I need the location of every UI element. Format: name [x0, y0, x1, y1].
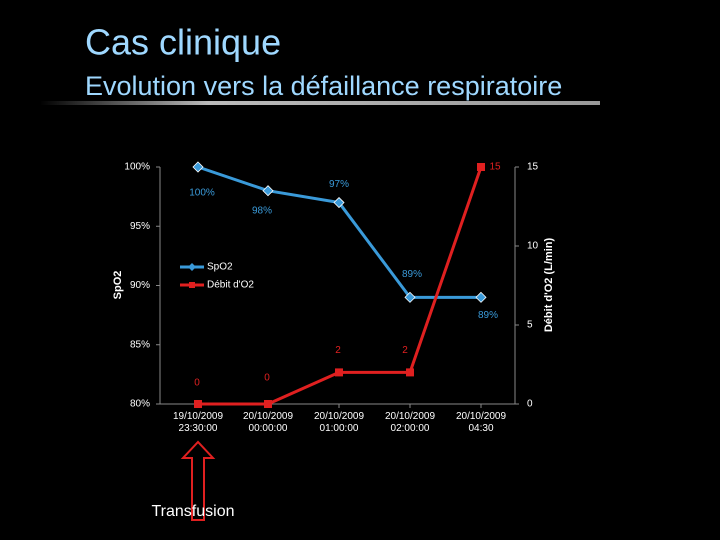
- data-label: 2: [402, 345, 408, 356]
- y-tick-label: 85%: [130, 339, 150, 350]
- title-underline: [40, 101, 600, 105]
- x-tick-line: 20/10/2009: [314, 411, 364, 422]
- data-label: 97%: [329, 179, 349, 190]
- data-label: 2: [335, 345, 341, 356]
- y-tick-label: 80%: [130, 399, 150, 410]
- y2-tick-label: 15: [527, 162, 539, 173]
- y2-tick-label: 0: [527, 399, 533, 410]
- point: [192, 161, 204, 173]
- x-tick-line: 20/10/2009: [456, 411, 506, 422]
- data-label: 98%: [252, 205, 272, 216]
- y-axis-label: SpO2: [112, 271, 124, 300]
- x-tick-label: 19/10/2009 23:30:00: [173, 411, 223, 434]
- point: [406, 368, 414, 377]
- y-tick-label: 100%: [124, 162, 150, 173]
- x-tick-line: 00:00:00: [249, 423, 288, 434]
- legend-marker: [189, 282, 195, 288]
- point: [335, 368, 343, 377]
- x-tick-label: 20/10/2009 04:30: [456, 411, 506, 434]
- point: [262, 185, 274, 197]
- slide-subtitle: Evolution vers la défaillance respiratoi…: [85, 71, 562, 101]
- x-tick-line: 20/10/2009: [243, 411, 293, 422]
- x-tick-line: 23:30:00: [179, 423, 218, 434]
- data-label: 0: [194, 378, 200, 389]
- point: [404, 291, 416, 303]
- x-tick-line: 01:00:00: [320, 423, 359, 434]
- data-label: 89%: [478, 310, 498, 321]
- annotation: Transfusion: [152, 503, 235, 520]
- x-tick-line: 04:30: [468, 423, 493, 434]
- y-tick-label: 90%: [130, 280, 150, 291]
- x-tick-label: 20/10/2009 01:00:00: [314, 411, 364, 434]
- data-label: 89%: [402, 269, 422, 280]
- point: [264, 400, 272, 408]
- arrow: [180, 440, 216, 521]
- x-tick-label: 20/10/2009 00:00:00: [243, 411, 293, 434]
- data-label: 0: [264, 373, 270, 384]
- y2-axis-label: Débit d'O2 (L/min): [543, 238, 555, 333]
- point: [194, 400, 202, 408]
- x-tick-line: 02:00:00: [391, 423, 430, 434]
- data-label: 100%: [189, 188, 215, 199]
- slide-title: Cas clinique: [85, 22, 281, 63]
- legend-label: SpO2: [207, 262, 233, 273]
- y-tick-label: 95%: [130, 221, 150, 232]
- y2-tick-label: 5: [527, 320, 533, 331]
- point: [333, 196, 345, 209]
- x-tick-label: 20/10/2009 02:00:00: [385, 411, 435, 434]
- x-tick-line: 19/10/2009: [173, 411, 223, 422]
- point: [477, 163, 485, 171]
- legend-label: Débit d'O2: [207, 280, 254, 291]
- y2-tick-label: 10: [527, 241, 539, 252]
- point: [475, 291, 487, 303]
- x-tick-line: 20/10/2009: [385, 411, 435, 422]
- data-label: 15: [489, 162, 501, 173]
- legend-marker: [188, 263, 196, 271]
